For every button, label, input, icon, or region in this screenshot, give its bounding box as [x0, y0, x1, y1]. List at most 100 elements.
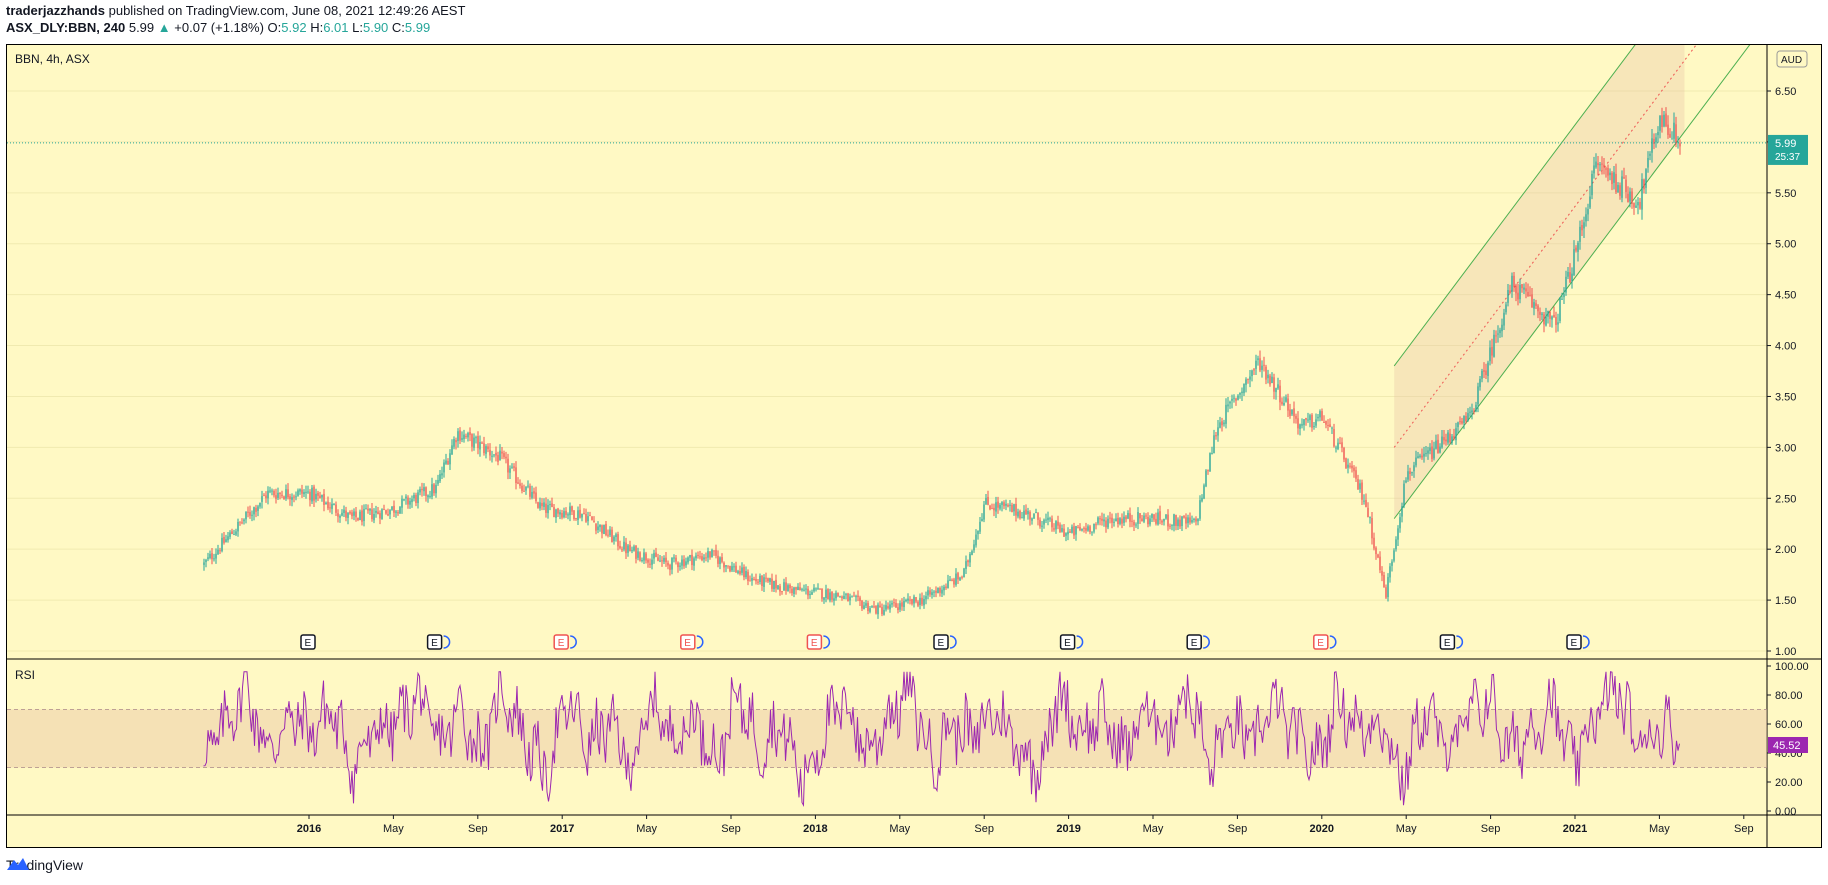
candle-body [599, 524, 601, 528]
symbol-label[interactable]: ASX_DLY:BBN, 240 [6, 20, 126, 35]
candle-body [341, 512, 343, 516]
publish-line: traderjazzhands published on TradingView… [6, 3, 465, 18]
candle-body [855, 596, 857, 598]
candle-body [1521, 284, 1523, 289]
candle-body [401, 498, 403, 508]
candle-body [385, 510, 387, 514]
candle-body [953, 579, 955, 585]
candle-body [999, 504, 1001, 509]
candle-body [1565, 276, 1567, 293]
dividend-marker-icon [696, 635, 704, 649]
candle-body [1223, 422, 1225, 425]
candle-body [1325, 421, 1327, 425]
candle-body [1135, 524, 1137, 526]
candle-body [537, 502, 539, 508]
low-value: 5.90 [362, 20, 389, 35]
candle-body [557, 508, 559, 514]
candle-body [1419, 455, 1421, 457]
candle-body [1139, 513, 1141, 519]
candle-body [985, 497, 987, 505]
candle-body [663, 557, 665, 562]
candle-body [1497, 333, 1499, 335]
candle-body [1359, 483, 1361, 490]
candle-body [413, 495, 415, 499]
earnings-marker: E [680, 634, 704, 650]
candle-body [1455, 428, 1457, 441]
earnings-marker: E [933, 634, 957, 650]
candle-body [1215, 434, 1217, 437]
chart-area[interactable]: 6.506.005.505.004.504.003.503.002.502.00… [6, 44, 1822, 848]
candle-body [1607, 168, 1609, 176]
candle-body [1659, 116, 1661, 131]
candle-body [1143, 515, 1145, 522]
author-name[interactable]: traderjazzhands [6, 3, 105, 18]
candle-body [581, 513, 583, 518]
candle-body [259, 502, 261, 507]
candle-body [1019, 510, 1021, 519]
last-price-badge [1768, 134, 1808, 165]
candle-body [515, 467, 517, 484]
earnings-marker-label: E [431, 638, 438, 649]
footer-brand[interactable]: TradingView [6, 857, 83, 873]
candle-body [1471, 410, 1473, 413]
chart-svg[interactable]: 6.506.005.505.004.504.003.503.002.502.00… [7, 45, 1822, 848]
candle-body [1393, 550, 1395, 561]
rsi-tick-label: 20.00 [1775, 777, 1803, 789]
candle-body [1373, 537, 1375, 549]
candle-body [543, 502, 545, 507]
candle-body [589, 515, 591, 517]
candle-body [991, 508, 993, 510]
candle-body [449, 453, 451, 465]
price-tick-label: 5.00 [1775, 239, 1796, 251]
candle-body [505, 456, 507, 459]
candle-body [1165, 514, 1167, 519]
candle-body [263, 495, 265, 497]
candle-body [1585, 214, 1587, 222]
candle-body [439, 474, 441, 482]
candle-body [735, 565, 737, 573]
candle-body [657, 557, 659, 561]
candle-body [681, 559, 683, 566]
candle-body [205, 559, 207, 563]
candle-body [849, 596, 851, 601]
candle-body [1033, 513, 1035, 519]
candle-body [917, 601, 919, 606]
candle-body [1187, 517, 1189, 524]
candle-body [595, 523, 597, 531]
candle-body [217, 549, 219, 555]
candle-body [1623, 177, 1625, 179]
candle-body [1509, 290, 1511, 294]
earnings-marker: E [1566, 634, 1590, 650]
candle-body [1345, 458, 1347, 469]
candle-body [511, 466, 513, 468]
candle-body [789, 584, 791, 589]
candle-body [761, 575, 763, 587]
candle-body [559, 512, 561, 515]
candle-body [213, 558, 215, 560]
candle-body [417, 492, 419, 504]
candle-body [1481, 370, 1483, 379]
candle-body [1087, 526, 1089, 531]
candle-body [1291, 409, 1293, 415]
candle-body [1645, 169, 1647, 188]
candle-body [1453, 435, 1455, 439]
candle-body [1235, 398, 1237, 401]
candle-body [1309, 415, 1311, 421]
candle-body [1601, 163, 1603, 165]
candle-body [1535, 303, 1537, 306]
candle-body [629, 544, 631, 552]
candle-body [861, 600, 863, 609]
candle-body [317, 492, 319, 496]
price-tick-label: 5.50 [1775, 188, 1796, 200]
candle-body [845, 594, 847, 596]
candle-body [1047, 517, 1049, 521]
candle-body [1301, 424, 1303, 426]
candle-body [497, 455, 499, 462]
candle-body [801, 589, 803, 591]
candle-body [219, 550, 221, 552]
candle-body [1065, 533, 1067, 536]
candle-body [685, 561, 687, 566]
candle-body [1567, 271, 1569, 277]
candle-body [1119, 518, 1121, 524]
candle-body [753, 579, 755, 581]
